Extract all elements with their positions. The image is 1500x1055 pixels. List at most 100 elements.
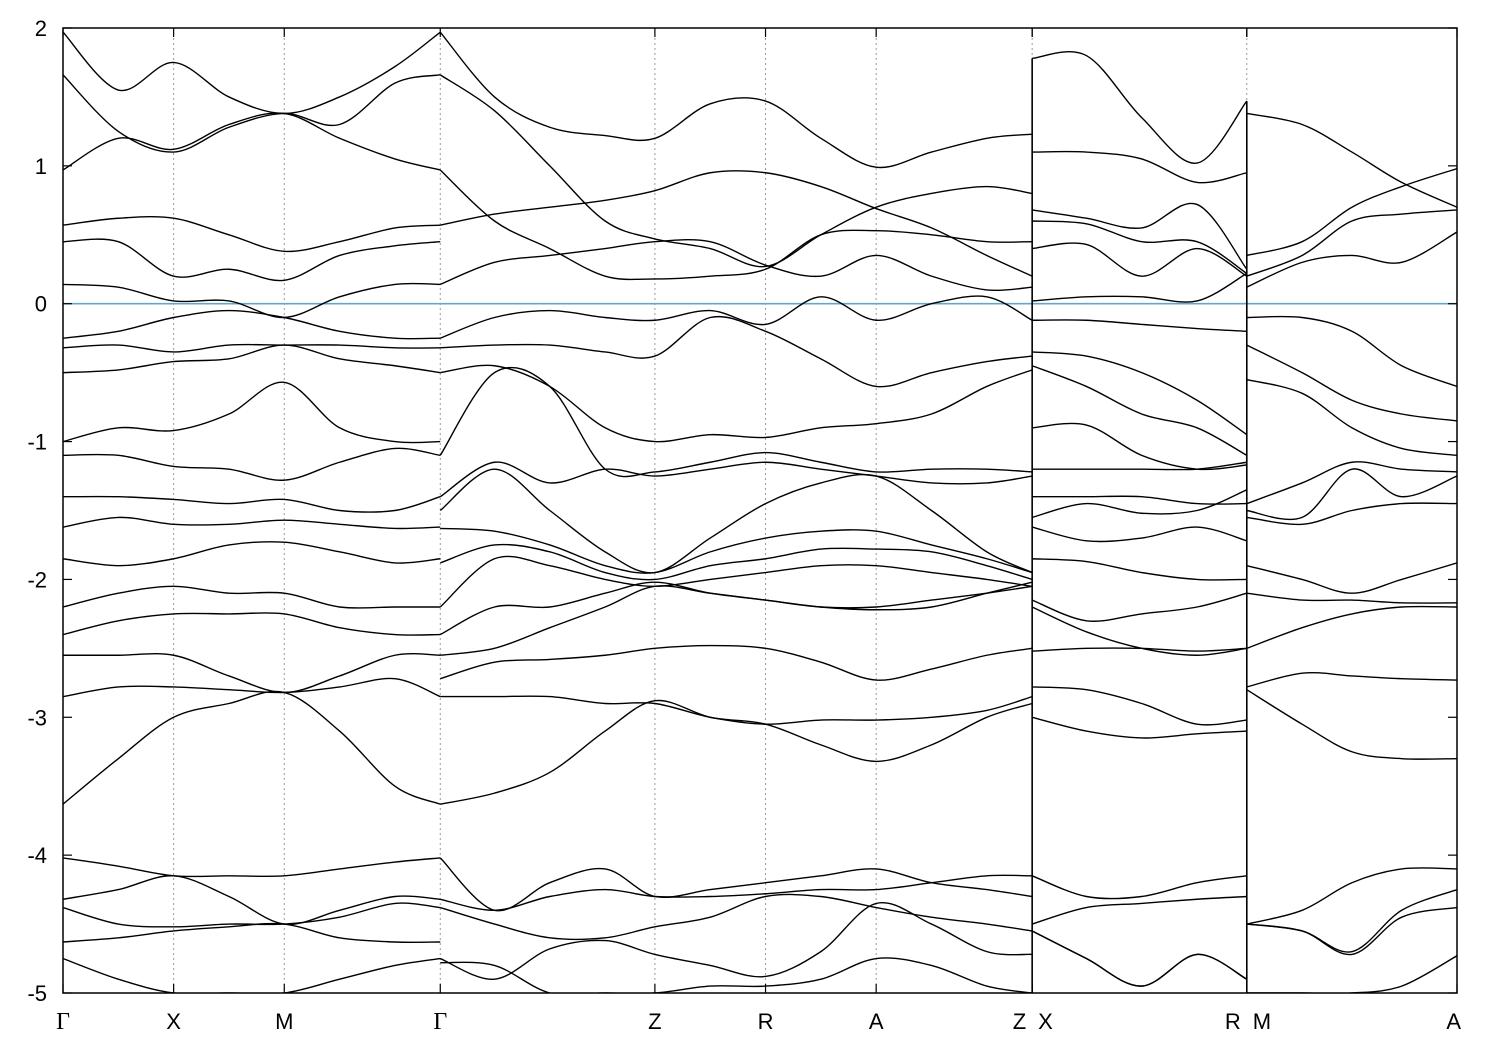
band-line <box>1032 242 1248 277</box>
band-line <box>440 874 1033 911</box>
plot-frame <box>62 27 1458 994</box>
band-line <box>63 216 441 253</box>
kpath-label: Z <box>648 1009 661 1034</box>
band-line <box>63 677 441 698</box>
band-line <box>1246 671 1457 688</box>
band-line <box>1032 686 1247 726</box>
band-line <box>1031 526 1247 543</box>
band-line <box>63 31 441 115</box>
y-tick-label: 2 <box>35 16 47 41</box>
band-line <box>1246 592 1457 604</box>
y-tick-label: 1 <box>35 154 47 179</box>
band-line <box>1032 51 1248 164</box>
band-line <box>1032 495 1247 505</box>
band-line <box>1031 930 1248 987</box>
band-line <box>63 875 441 926</box>
kpath-label: X <box>1038 1009 1053 1034</box>
band-line <box>63 516 441 530</box>
band-line <box>440 957 1033 993</box>
y-tick-label: -4 <box>27 843 47 868</box>
band-line <box>63 309 441 340</box>
band-line <box>63 381 441 444</box>
band-line <box>1031 489 1248 519</box>
band-line <box>439 169 1033 281</box>
band-line <box>63 495 441 513</box>
band-line <box>63 112 441 171</box>
kpath-label: M <box>1253 1009 1271 1034</box>
band-line <box>1032 220 1248 274</box>
band-line <box>440 901 1033 980</box>
band-line <box>440 364 1033 443</box>
band-line <box>63 612 441 636</box>
band-line <box>440 644 1033 681</box>
band-line <box>63 74 441 153</box>
band-line <box>1246 231 1457 288</box>
band-line <box>1246 689 1457 760</box>
band-line <box>1246 344 1457 422</box>
band-line <box>440 295 1033 339</box>
band-line <box>1246 502 1457 526</box>
band-line <box>439 461 1033 498</box>
kpath-label: Z <box>1013 1009 1026 1034</box>
band-line <box>440 527 1033 574</box>
band-line <box>439 74 1033 268</box>
band-line <box>439 31 1033 169</box>
y-axis-ticks: 2 1 0 -1 -2 -3 -4 -5 <box>27 16 1457 1006</box>
band-line <box>1246 112 1457 208</box>
band-line <box>1032 351 1248 436</box>
band-line <box>439 555 1033 608</box>
band-line <box>1032 647 1247 652</box>
band-line <box>63 343 441 353</box>
band-line <box>440 695 1033 725</box>
band-line <box>63 447 441 481</box>
band-line <box>63 541 441 567</box>
band-line <box>1032 150 1247 184</box>
band-line <box>440 543 1033 581</box>
band-line <box>440 170 1033 277</box>
y-tick-label: -1 <box>27 430 47 455</box>
band-line <box>1246 461 1457 505</box>
y-tick-label: 0 <box>35 292 47 317</box>
y-tick-label: -3 <box>27 705 47 730</box>
band-line <box>439 468 1033 574</box>
band-line <box>1032 272 1248 303</box>
band-line <box>1246 315 1457 388</box>
band-lines <box>63 31 1457 993</box>
band-line <box>1032 461 1247 471</box>
band-line <box>440 315 1033 388</box>
band-line <box>1031 592 1247 622</box>
band-line <box>63 957 441 993</box>
band-line <box>63 238 441 282</box>
band-line <box>63 857 441 878</box>
band-line <box>1031 875 1247 900</box>
band-line <box>1246 209 1457 277</box>
band-line <box>440 893 1033 941</box>
band-line <box>1246 906 1457 956</box>
band-line <box>63 344 441 374</box>
band-line <box>440 581 1033 656</box>
band-line <box>1031 365 1248 456</box>
kpath-label: A <box>869 1009 884 1034</box>
band-line <box>1032 202 1248 270</box>
band-line <box>1246 867 1457 925</box>
band-line <box>440 699 1033 805</box>
band-line <box>63 585 441 609</box>
kpath-label: X <box>166 1009 181 1034</box>
band-line <box>1032 558 1247 581</box>
band-line <box>1031 716 1247 739</box>
y-tick-label: -5 <box>27 981 47 1006</box>
band-line <box>1246 562 1457 594</box>
band-line <box>63 922 441 943</box>
band-line <box>1032 319 1247 332</box>
kpath-label: R <box>1225 1009 1241 1034</box>
kpath-label: M <box>275 1009 293 1034</box>
kpath-label: Γ <box>56 1009 70 1035</box>
band-line <box>439 366 1033 478</box>
kpath-label: A <box>1446 1009 1461 1034</box>
band-line <box>1246 955 1457 993</box>
band-line <box>1246 468 1457 521</box>
